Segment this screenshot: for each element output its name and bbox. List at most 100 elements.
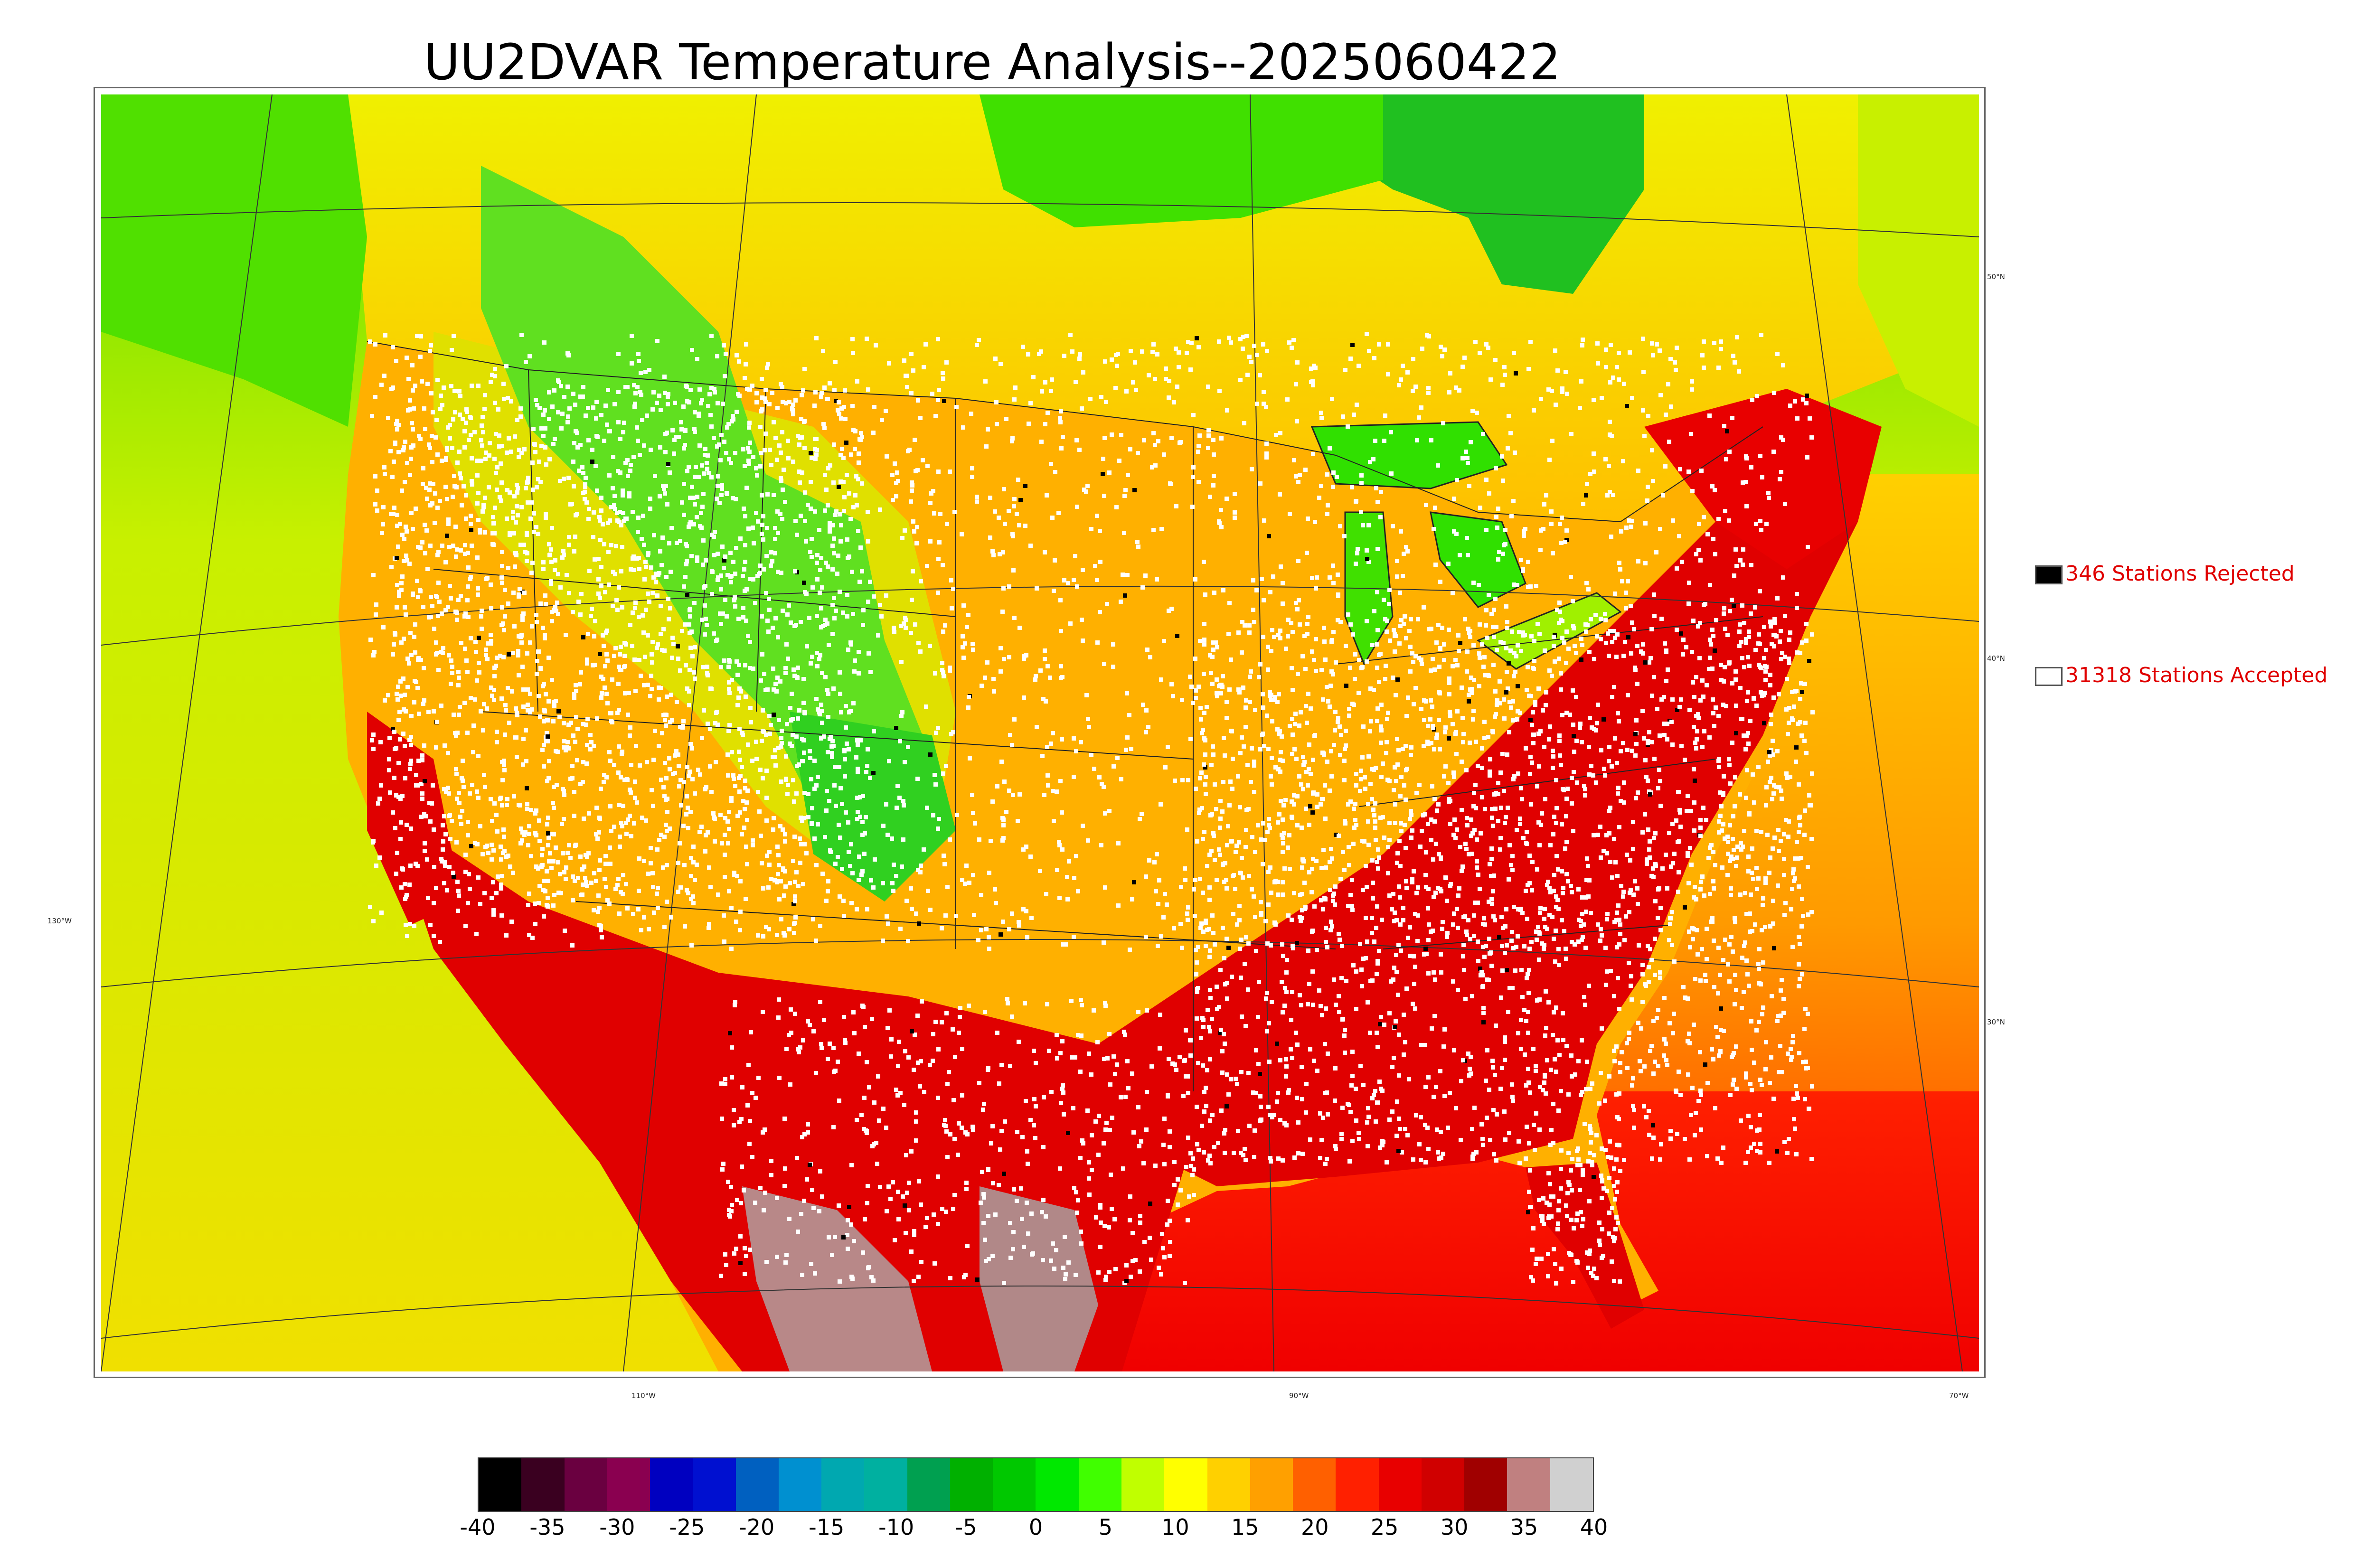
- station-marker: [1546, 387, 1551, 392]
- station-marker: [1696, 716, 1701, 720]
- station-marker: [1728, 823, 1732, 827]
- station-marker: [1629, 525, 1633, 529]
- station-marker: [1379, 490, 1383, 494]
- station-marker: [876, 633, 880, 638]
- station-marker: [492, 674, 497, 678]
- station-marker: [1200, 806, 1204, 810]
- station-marker: [826, 564, 830, 569]
- station-marker: [1342, 868, 1347, 872]
- station-marker: [1021, 907, 1026, 911]
- station-marker: [1556, 907, 1561, 911]
- station-marker: [1192, 887, 1196, 892]
- station-marker: [1385, 740, 1389, 744]
- station-marker: [1202, 638, 1206, 642]
- station-marker: [1532, 1123, 1536, 1127]
- station-marker: [857, 437, 862, 441]
- station-marker: [422, 666, 426, 670]
- station-marker: [1768, 780, 1772, 784]
- station-marker: [1554, 778, 1558, 782]
- station-marker: [616, 420, 621, 424]
- station-marker: [1432, 797, 1437, 801]
- station-marker: [456, 598, 461, 602]
- station-marker: [871, 431, 876, 435]
- station-marker: [1805, 394, 1809, 398]
- station-marker: [1195, 336, 1199, 340]
- station-marker: [1744, 454, 1748, 459]
- station-marker: [722, 939, 726, 944]
- station-marker: [571, 874, 575, 879]
- station-marker: [1211, 483, 1215, 488]
- station-marker: [1452, 497, 1456, 501]
- station-marker: [1237, 840, 1241, 845]
- station-marker: [940, 661, 944, 665]
- station-marker: [476, 754, 480, 758]
- station-marker: [1546, 880, 1550, 884]
- station-marker: [1089, 527, 1093, 531]
- station-marker: [1553, 659, 1557, 664]
- station-marker: [1167, 395, 1171, 400]
- station-marker: [1329, 847, 1333, 851]
- station-marker: [1331, 630, 1336, 634]
- station-marker: [1572, 750, 1576, 754]
- station-marker: [480, 627, 484, 631]
- station-marker: [429, 595, 433, 599]
- station-marker: [1652, 757, 1657, 761]
- station-marker: [1701, 806, 1705, 810]
- station-marker: [1329, 920, 1333, 924]
- station-marker: [1519, 558, 1523, 562]
- station-marker: [1193, 657, 1197, 661]
- station-marker: [853, 493, 857, 498]
- station-marker: [1638, 1059, 1642, 1063]
- station-marker: [510, 689, 514, 694]
- station-marker: [1617, 561, 1621, 565]
- station-marker: [1544, 989, 1548, 994]
- station-marker: [933, 414, 938, 418]
- station-marker: [1395, 574, 1399, 579]
- station-marker: [1529, 694, 1533, 698]
- station-marker: [1686, 1039, 1690, 1043]
- station-marker: [1164, 366, 1168, 371]
- station-marker: [1779, 789, 1783, 793]
- station-marker: [591, 405, 595, 410]
- station-marker: [1321, 1116, 1325, 1120]
- station-marker: [379, 383, 384, 387]
- station-marker: [1607, 759, 1611, 763]
- station-marker: [1654, 550, 1658, 554]
- station-marker: [790, 744, 794, 748]
- station-marker: [1219, 1028, 1223, 1032]
- station-marker: [1129, 349, 1133, 353]
- station-marker: [871, 771, 876, 775]
- station-marker: [830, 603, 835, 607]
- station-marker: [606, 388, 610, 392]
- station-marker: [500, 778, 505, 782]
- station-marker: [469, 696, 473, 700]
- station-marker: [1745, 768, 1749, 772]
- station-marker: [626, 817, 630, 822]
- station-marker: [1323, 817, 1328, 821]
- station-marker: [451, 417, 455, 422]
- station-marker: [1757, 1127, 1762, 1132]
- station-marker: [495, 740, 499, 744]
- station-marker: [1253, 1128, 1257, 1133]
- station-marker: [1799, 733, 1804, 738]
- station-marker: [1608, 806, 1612, 810]
- station-marker: [1307, 742, 1311, 747]
- station-marker: [374, 612, 378, 617]
- station-marker: [1242, 421, 1246, 425]
- station-marker: [1561, 1011, 1565, 1015]
- station-marker: [1585, 623, 1590, 627]
- station-marker: [949, 732, 953, 736]
- station-marker: [1435, 808, 1439, 813]
- station-marker: [1731, 1082, 1735, 1087]
- station-marker: [1500, 383, 1505, 387]
- station-marker: [1342, 759, 1346, 763]
- station-marker: [605, 423, 609, 427]
- station-marker: [1204, 944, 1208, 948]
- station-marker: [1576, 939, 1581, 944]
- station-marker: [941, 371, 945, 375]
- station-marker: [1509, 705, 1513, 710]
- station-marker: [1802, 833, 1807, 837]
- station-marker: [1365, 885, 1369, 889]
- station-marker: [1729, 886, 1733, 891]
- station-marker: [1381, 815, 1385, 819]
